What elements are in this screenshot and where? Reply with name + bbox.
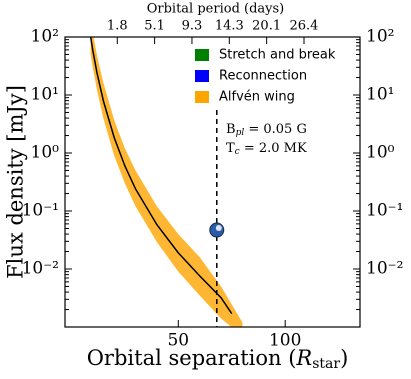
x2-label: Orbital period (days): [147, 2, 285, 17]
line: [89, 37, 233, 315]
legend-swatch: [195, 70, 209, 82]
frame: [64, 36, 361, 328]
y2-tick-label: 10⁰: [366, 143, 395, 163]
x2-tick-label: 5.1: [144, 19, 165, 34]
annotation-symbol: T: [226, 141, 235, 156]
y2-tick-label: 10⁻¹: [366, 201, 403, 221]
x-tick-label: 100: [269, 331, 301, 351]
x-label-close: ): [340, 346, 348, 370]
x2-tick-label: 9.3: [182, 19, 203, 34]
planet-cloud: [215, 225, 222, 232]
y2-tick-label: 10¹: [366, 85, 394, 105]
legend-label: Stretch and break: [219, 48, 336, 63]
y-tick-label: 10²: [31, 27, 59, 47]
annotation-sub: c: [235, 147, 240, 157]
band: [90, 37, 243, 327]
x2-tick-label: 1.8: [107, 19, 128, 34]
x-label: Orbital separation (Rstar): [87, 346, 349, 373]
x2-tick-label: 14.3: [215, 19, 244, 34]
y-tick-label: 10⁻²: [22, 259, 59, 279]
x-tick-label: 50: [167, 331, 189, 351]
x-label-text: Orbital separation (: [87, 346, 297, 370]
x2-tick-label: 20.1: [252, 19, 281, 34]
legend-label: Alfvén wing: [219, 90, 295, 105]
legend-label: Reconnection: [219, 69, 307, 84]
annotation-symbol: B: [226, 122, 236, 137]
y-label: Flux density [mJy]: [4, 85, 28, 279]
annotation-text: = 2.0 MK: [240, 141, 307, 156]
legend-swatch: [195, 49, 209, 61]
legend-swatch: [195, 91, 209, 103]
x-label-unit: R: [295, 346, 312, 370]
y-tick-label: 10⁻¹: [22, 201, 59, 221]
x2-tick-label: 26.4: [290, 19, 319, 34]
x-label-sub: star: [312, 356, 340, 372]
plot: [89, 37, 243, 327]
y-tick-label: 10⁰: [31, 143, 60, 163]
annotation-sub: pl: [236, 128, 245, 138]
y2-tick-label: 10²: [366, 27, 394, 47]
annotation: Bpl = 0.05 G: [226, 122, 307, 138]
annotation: Tc = 2.0 MK: [226, 141, 307, 157]
y-tick-label: 10¹: [31, 85, 59, 105]
annotation-text: = 0.05 G: [244, 122, 307, 137]
y2-tick-label: 10⁻²: [366, 259, 403, 279]
